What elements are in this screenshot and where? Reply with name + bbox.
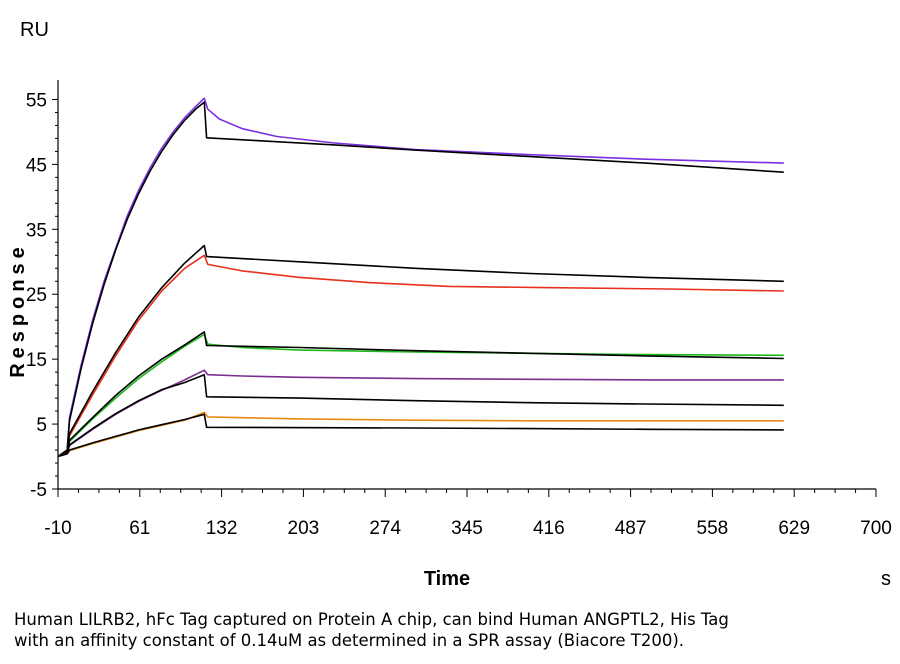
x-tick-label: 416	[533, 518, 565, 539]
fit-curve	[57, 101, 784, 458]
fit-curve	[57, 331, 784, 458]
response-curve	[57, 333, 784, 458]
y-tick-label: 25	[26, 285, 47, 306]
y-axis: -5 5 15 25 35 45 55	[26, 80, 59, 501]
x-unit-label: s	[881, 568, 891, 590]
caption-line-2: with an affinity constant of 0.14uM as d…	[14, 631, 685, 650]
fit-curve	[57, 244, 784, 458]
x-tick-label: 345	[451, 518, 483, 539]
response-curve	[57, 369, 784, 458]
x-tick-label: 558	[697, 518, 729, 539]
y-tick-label: -5	[30, 480, 47, 501]
x-tick-label: -10	[44, 518, 71, 539]
y-tick-label: 55	[26, 90, 47, 111]
fit-curve	[57, 373, 784, 458]
x-axis-title: Time	[424, 568, 470, 590]
sensorgram-chart: RU -5 5 15 25 35 45 55 -10 61 132 203 274 345 416 487…	[7, 19, 892, 590]
x-axis: -10 61 132 203 274 345 416 487 558 629 700	[44, 488, 892, 539]
y-tick-label: 5	[36, 415, 47, 436]
y-tick-label: 35	[26, 220, 47, 241]
series-layer	[57, 97, 784, 458]
y-tick-label: 15	[26, 350, 47, 371]
response-curve	[57, 97, 784, 458]
y-tick-label: 45	[26, 155, 47, 176]
response-curve	[57, 254, 784, 458]
x-tick-label: 203	[288, 518, 320, 539]
y-axis-title: Response	[7, 242, 29, 378]
x-tick-label: 629	[778, 518, 810, 539]
response-curve	[57, 411, 784, 458]
x-tick-label: 132	[206, 518, 238, 539]
x-tick-label: 274	[369, 518, 401, 539]
figure-caption: Human LILRB2, hFc Tag captured on Protei…	[14, 609, 894, 651]
caption-line-1: Human LILRB2, hFc Tag captured on Protei…	[14, 610, 729, 629]
fit-curve	[57, 413, 784, 458]
x-tick-label: 61	[129, 518, 150, 539]
x-tick-label: 700	[860, 518, 892, 539]
x-tick-label: 487	[615, 518, 647, 539]
y-unit-label: RU	[20, 19, 49, 41]
